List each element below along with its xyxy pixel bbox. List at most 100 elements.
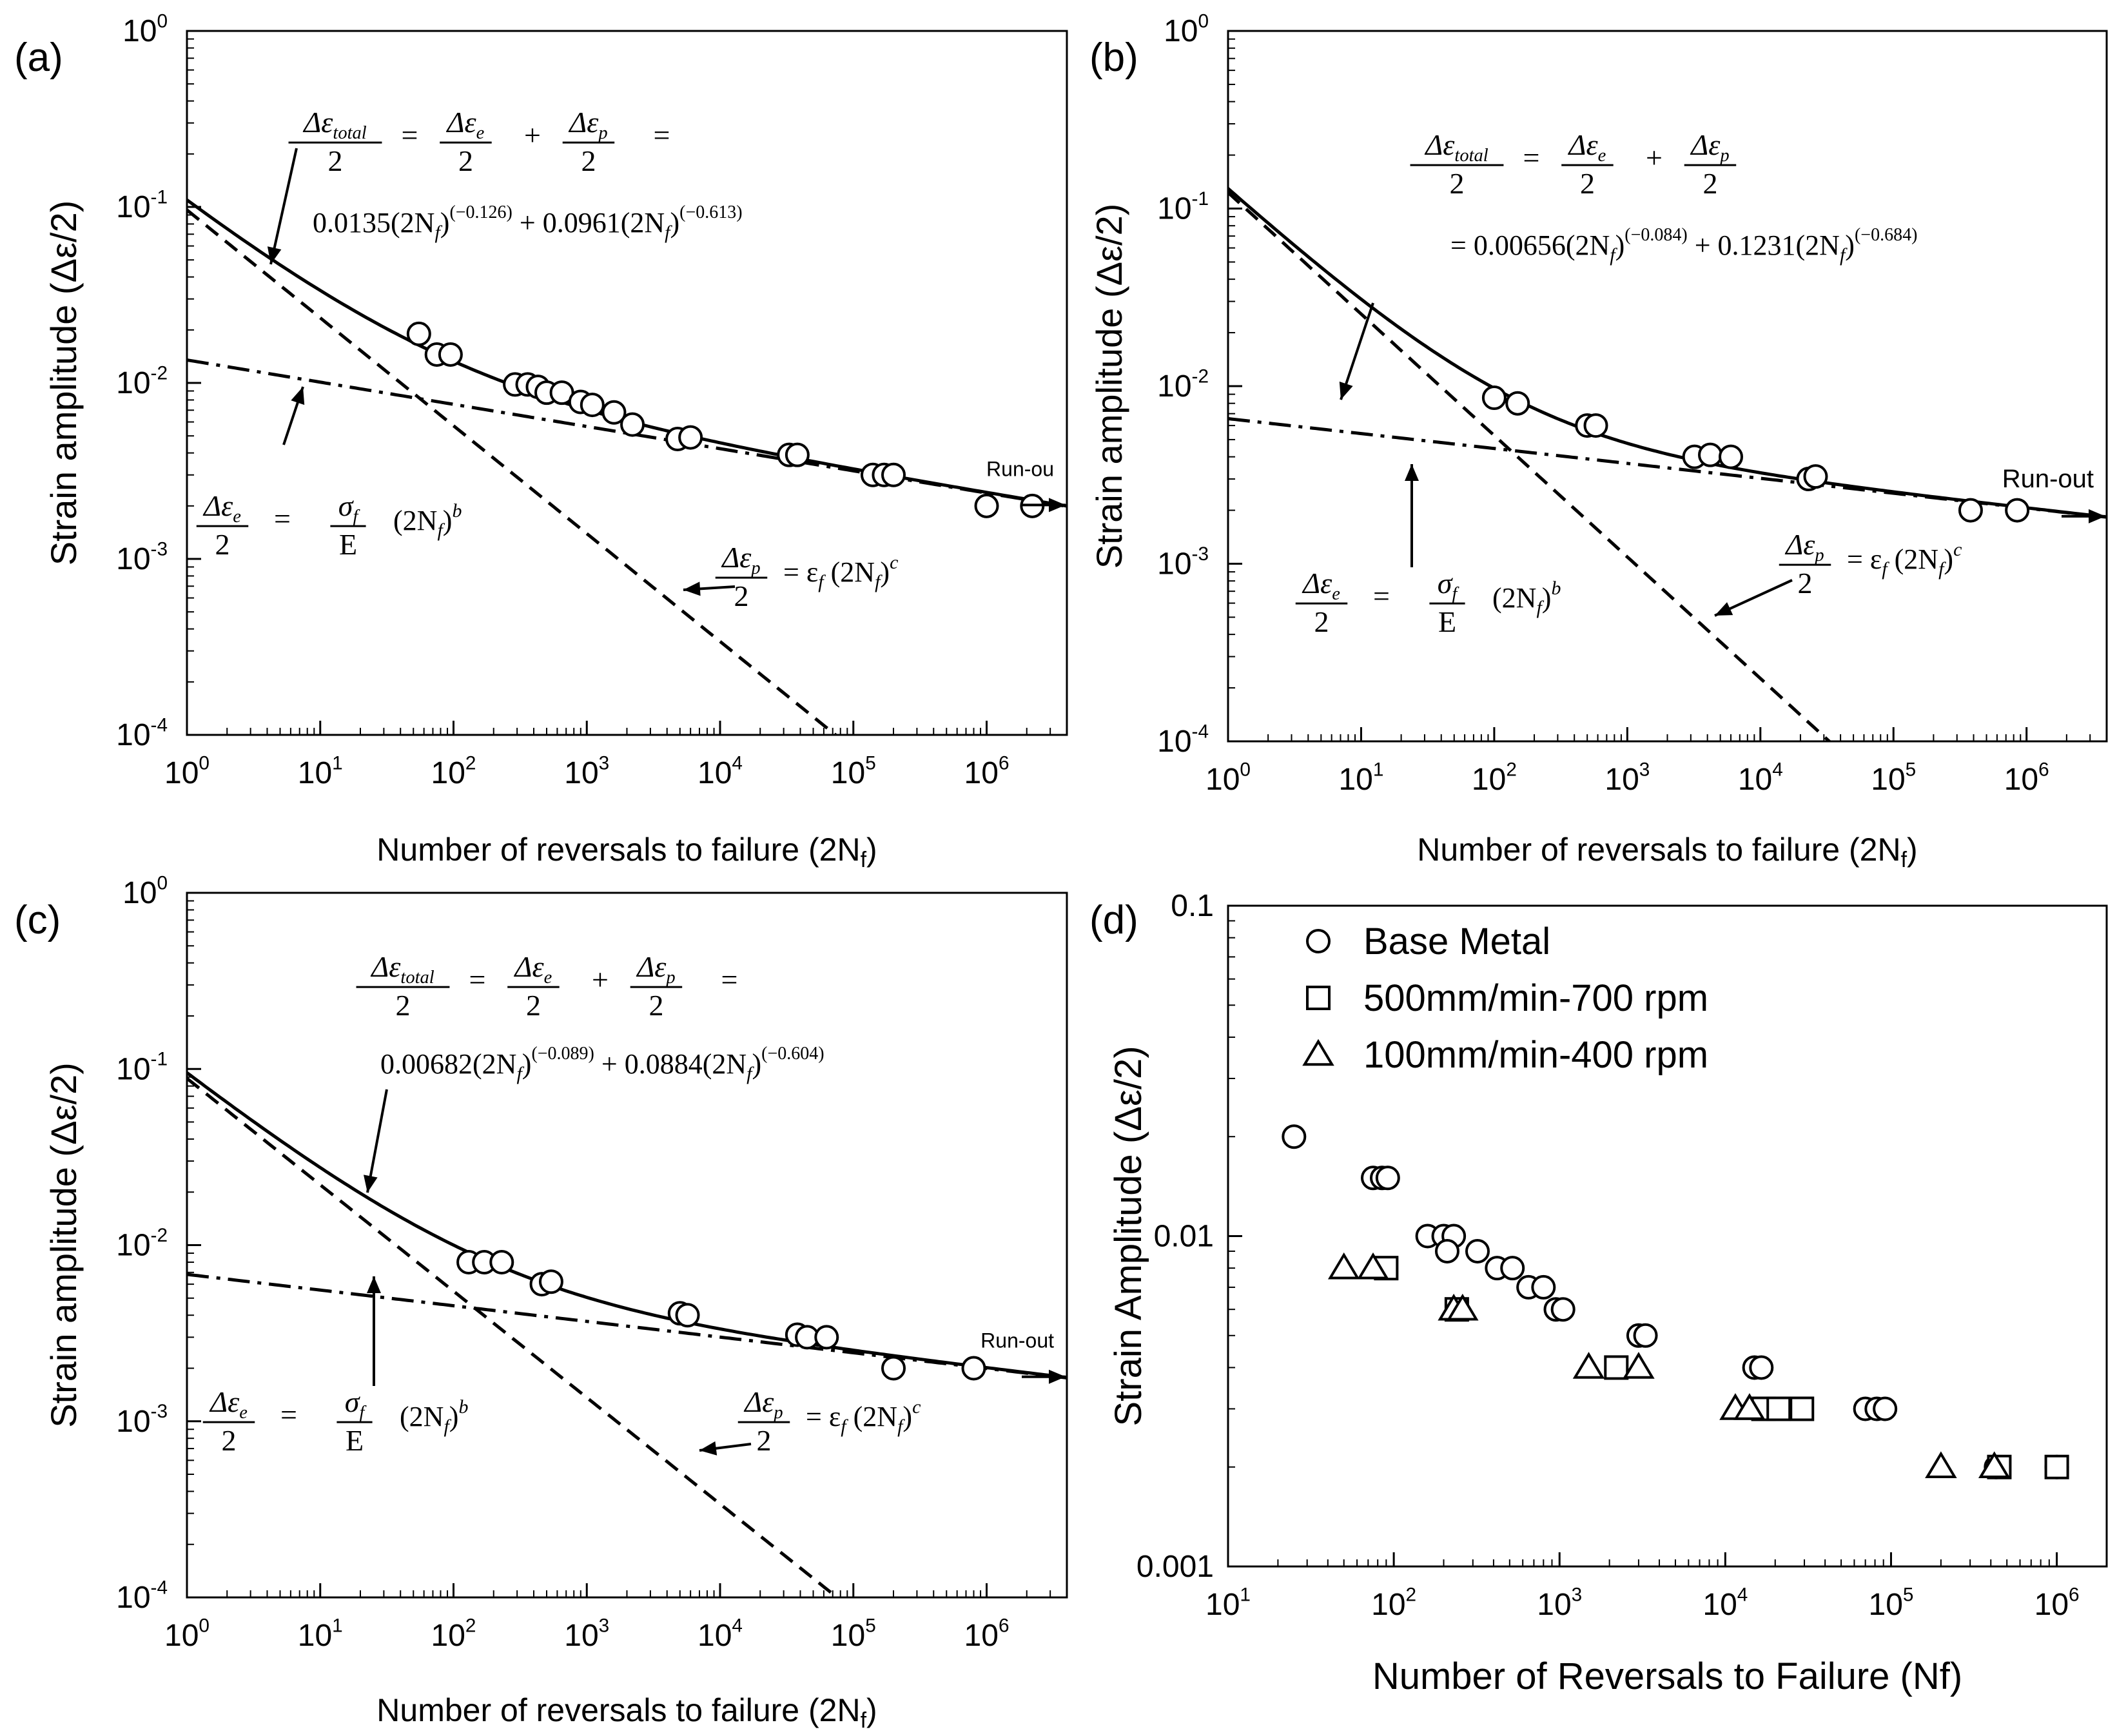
eq-equals: = <box>1523 141 1539 174</box>
eq-el-rhs-denominator: E <box>339 528 357 561</box>
eq-total-values: 0.0135(2Nf)(−0.126) + 0.0961(2Nf)(−0.613… <box>313 202 743 243</box>
eq-el-lhs-numerator: Δεe <box>209 1385 248 1423</box>
eq-equals: = <box>469 963 485 996</box>
x-tick-label: 100 <box>164 752 210 790</box>
data-point-triangle <box>1572 1352 1605 1379</box>
x-tick-label: 100 <box>1205 759 1251 797</box>
eq-plus: + <box>592 963 609 996</box>
panel-label: (a) <box>14 35 63 80</box>
eq-el-rhs-numerator: σf <box>1438 567 1460 604</box>
y-tick-label: 10-3 <box>116 538 168 576</box>
eq-total-frac-denominator: 2 <box>396 989 411 1022</box>
panel-label: (b) <box>1089 35 1138 80</box>
data-point <box>881 462 906 487</box>
data-point-circle <box>1531 1274 1556 1300</box>
data-point <box>785 442 810 467</box>
runout-arrow-head <box>1049 1369 1066 1384</box>
data-point <box>675 1303 700 1328</box>
x-axis: 100 101 102 103 104 105 106 <box>1205 727 2107 797</box>
plot-area <box>187 199 1067 735</box>
x-tick-label: 104 <box>1702 1584 1748 1622</box>
eq-plastic-frac-denominator: 2 <box>581 144 596 177</box>
eq-el-tail: (2Nf)b <box>400 1396 468 1437</box>
data-point-triangle <box>1925 1451 1957 1479</box>
total-eq-arrow-shaft <box>1340 302 1374 400</box>
total-strain-line <box>187 1071 1067 1380</box>
eq-elastic-frac-numerator: Δεe <box>514 950 552 988</box>
data-point <box>1698 442 1723 467</box>
y-tick-label: 100 <box>122 872 168 910</box>
data-point <box>489 1249 514 1274</box>
x-axis-title: Number of reversals to failure (2Nf) <box>376 832 877 872</box>
eq-plastic-frac-denominator: 2 <box>1702 167 1717 200</box>
y-tick-label: 10-2 <box>1157 366 1209 404</box>
data-point <box>601 400 627 425</box>
data-point-circle <box>1465 1238 1490 1263</box>
panel-b: (b)100 101 102 103 104 105 10610010-110-210-31… <box>1089 10 2108 872</box>
eq-pl-rhs: = εf (2Nf)c <box>1847 539 1962 580</box>
x-tick-label: 103 <box>1605 759 1650 797</box>
x-tick-label: 101 <box>1338 759 1383 797</box>
y-tick-label: 10-2 <box>116 362 168 400</box>
x-tick-label: 101 <box>1205 1584 1251 1622</box>
y-tick-label: 10-2 <box>116 1225 168 1263</box>
data-point <box>1958 498 1983 523</box>
x-tick-label: 102 <box>1472 759 1517 797</box>
data-point-circle <box>1375 1165 1400 1191</box>
plot-area <box>187 1071 1067 1597</box>
data-point <box>1505 391 1530 416</box>
elastic-eq-arrow-head <box>367 1276 381 1293</box>
data-point <box>881 1356 906 1381</box>
x-tick-label: 104 <box>698 752 743 790</box>
runout-arrow <box>1022 498 1066 512</box>
data-point <box>538 1269 563 1294</box>
y-axis-title: Strain amplitude (Δε/2) <box>43 1062 84 1428</box>
panel-label: (d) <box>1089 898 1138 942</box>
data-point <box>2005 498 2030 523</box>
x-tick-label: 101 <box>298 752 343 790</box>
data-point-circle <box>1749 1355 1774 1380</box>
total-eq-arrow <box>267 148 298 265</box>
eq-el-lhs-denominator: 2 <box>222 1424 237 1457</box>
x-tick-label: 101 <box>298 1615 343 1653</box>
plastic-eq-arrow-head <box>699 1441 717 1456</box>
eq-el-lhs-numerator: Δεe <box>202 489 241 527</box>
y-tick-label: 10-4 <box>116 1577 168 1615</box>
data-point-square <box>1790 1396 1815 1421</box>
data-point-square <box>1766 1396 1791 1421</box>
data-point <box>1583 413 1608 438</box>
eq-total-frac-denominator: 2 <box>1450 167 1465 200</box>
eq-pl-lhs-numerator: Δεp <box>721 541 760 578</box>
y-tick-label: 10-4 <box>1157 721 1209 759</box>
eq-equals: = <box>401 119 418 151</box>
y-axis: 100 10-1 10-2 10-3 10-4 <box>1157 10 1242 759</box>
legend-marker-circle <box>1306 929 1331 953</box>
eq-el-rhs: σfE <box>337 1385 373 1457</box>
y-tick-label: 10-3 <box>116 1401 168 1439</box>
x-tick-label: 103 <box>564 752 609 790</box>
data-point <box>580 393 605 418</box>
data-point-triangle <box>1978 1451 2011 1479</box>
eq-plastic-frac-denominator: 2 <box>649 989 663 1022</box>
runout-arrow-head <box>2089 509 2105 523</box>
data-point-triangle <box>1623 1352 1655 1379</box>
eq-equals-2: = <box>653 119 670 151</box>
total-eq-arrow <box>1339 302 1374 400</box>
plastic-eq-arrow <box>699 1441 752 1456</box>
x-axis: 100 101 102 103 104 105 106 <box>164 721 1068 790</box>
data-points <box>406 321 1045 518</box>
eq-el-lhs-denominator: 2 <box>215 528 230 561</box>
y-axis: 0.1 0.01 0.001 <box>1137 889 1242 1584</box>
data-point <box>620 412 645 437</box>
plastic-line <box>187 208 839 735</box>
data-point <box>961 1356 986 1381</box>
data-point <box>1719 444 1744 469</box>
